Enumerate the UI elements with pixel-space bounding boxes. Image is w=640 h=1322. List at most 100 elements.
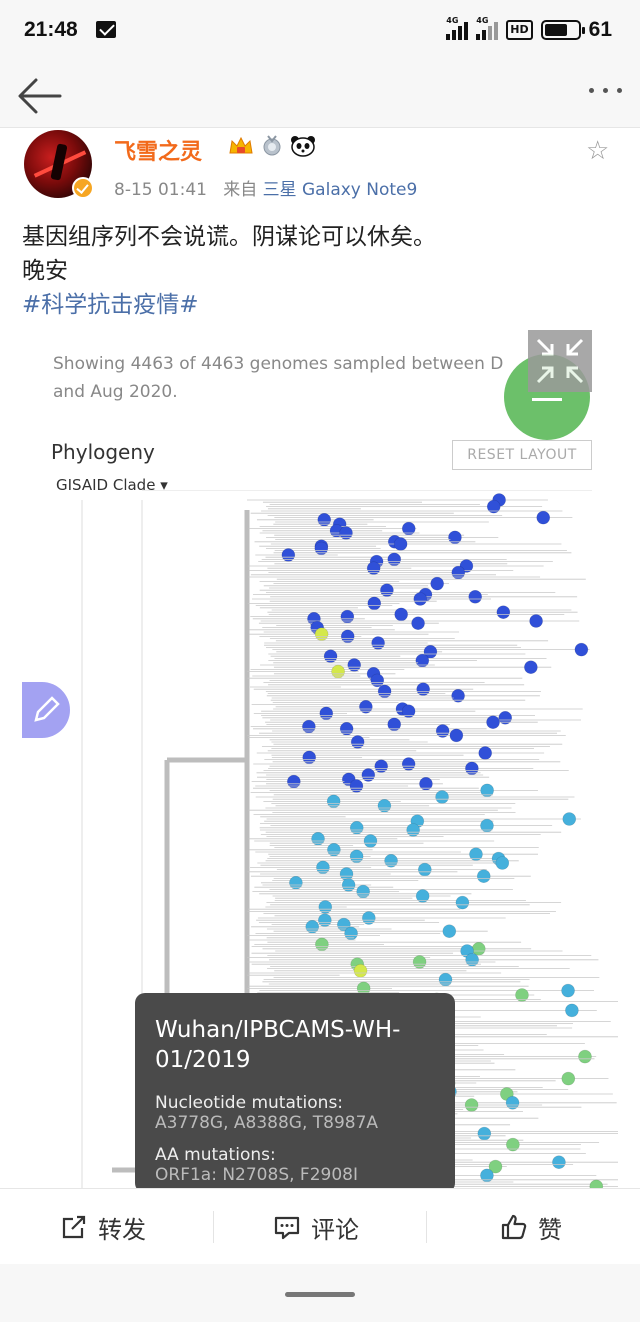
tree-tip <box>435 790 449 804</box>
divider <box>213 1211 214 1243</box>
aa-label: AA mutations: <box>155 1145 276 1165</box>
tree-tip <box>506 1137 520 1152</box>
tree-tip <box>451 689 465 703</box>
tree-tip <box>578 1049 592 1064</box>
tree-tip <box>477 1126 492 1141</box>
post-timestamp: 8-15 01:41 <box>114 180 207 200</box>
tree-tip <box>413 592 428 606</box>
tree-tip <box>476 869 491 884</box>
tree-tip <box>435 724 450 738</box>
tree-tip <box>393 537 408 551</box>
network-label-2: 4G <box>476 16 489 25</box>
favorite-star-icon[interactable]: ☆ <box>586 136 610 166</box>
status-icons: 4G 4G HD 61 <box>446 16 612 42</box>
comment-label: 评论 <box>311 1215 359 1244</box>
tree-tip <box>411 616 425 630</box>
strain-line: Wuhan/IPBCAMS-WH- <box>155 1017 401 1043</box>
repost-icon <box>62 1215 86 1239</box>
source-prefix: 来自 <box>223 180 258 200</box>
clade-select: GISAID Clade ▾ <box>56 476 168 494</box>
tree-tip <box>589 1179 604 1188</box>
tree-tip <box>496 605 511 619</box>
tree-tip <box>536 510 551 525</box>
tree-tip <box>362 911 376 925</box>
post-body: 基因组序列不会说谎。阴谋论可以休矣。 晚安 #科学抗击疫情# <box>22 220 612 322</box>
tree-tip <box>505 1095 520 1110</box>
panda-badge-icon[interactable] <box>290 135 316 157</box>
tree-tip <box>561 983 575 998</box>
author-name[interactable]: 飞雪之灵 <box>114 140 203 165</box>
header-line: and Aug 2020. <box>53 382 178 402</box>
crown-badge-icon[interactable] <box>228 135 254 157</box>
status-time: 21:48 <box>24 18 78 41</box>
strain-line: 01/2019 <box>155 1047 251 1073</box>
tree-tip <box>478 746 493 760</box>
tree-tip <box>552 1155 566 1170</box>
battery-level: 61 <box>588 18 612 41</box>
repost-label: 转发 <box>98 1215 146 1244</box>
collapse-icon <box>528 330 592 392</box>
home-indicator <box>0 1264 640 1322</box>
reset-layout-button: RESET LAYOUT <box>452 440 592 470</box>
signal-icon-2: 4G <box>476 16 499 40</box>
back-arrow-icon[interactable] <box>16 74 64 118</box>
tree-tip <box>370 673 385 688</box>
repost-button[interactable]: 转发 <box>60 1189 146 1265</box>
tree-tip <box>574 642 589 657</box>
verified-badge-icon <box>72 177 94 199</box>
tree-tip <box>488 1159 503 1174</box>
tree-tip <box>384 853 398 868</box>
network-label: 4G <box>446 16 459 25</box>
comment-button[interactable]: 评论 <box>273 1189 359 1265</box>
chevron-down-icon: ▾ <box>160 476 168 494</box>
tree-tip <box>524 660 538 674</box>
tree-tip <box>449 728 464 743</box>
signal-icon: 4G <box>446 16 469 40</box>
action-bar: 转发 评论 赞 <box>0 1188 640 1264</box>
thumbs-up-icon <box>501 1214 527 1240</box>
tree-tip <box>430 576 444 591</box>
tree-tip <box>359 700 373 714</box>
post-meta: 8-15 01:41 来自 三星 Galaxy Note9 <box>114 175 417 200</box>
post-text-line: 晚安 <box>22 258 68 284</box>
tree-tip <box>561 1071 576 1086</box>
tree-tip <box>495 856 510 870</box>
tree-tip <box>464 1098 479 1112</box>
header-line: Showing 4463 of 4463 genomes sampled bet… <box>53 354 504 374</box>
tooltip-strain: Wuhan/IPBCAMS-WH- 01/2019 <box>155 1015 435 1075</box>
edit-pencil-icon[interactable] <box>22 682 70 738</box>
tree-tip <box>468 590 483 604</box>
hashtag-link[interactable]: #科学抗击疫情# <box>22 292 199 318</box>
tree-tip <box>486 715 500 729</box>
like-label: 赞 <box>538 1215 562 1244</box>
aa-value: ORF1a: N2708S, F2908I <box>155 1165 358 1185</box>
clade-select-label: GISAID Clade <box>56 476 156 494</box>
phylogeny-title: Phylogeny <box>51 440 155 464</box>
tree-tip <box>565 1003 579 1018</box>
like-button[interactable]: 赞 <box>500 1189 562 1265</box>
battery-icon <box>540 20 585 40</box>
post-text-line: 基因组序列不会说谎。阴谋论可以休矣。 <box>22 224 436 250</box>
tree-tip <box>361 768 376 782</box>
tree-tip <box>486 499 501 514</box>
more-dots-icon[interactable] <box>589 88 622 93</box>
tree-tip <box>353 963 368 978</box>
comment-icon <box>274 1216 300 1240</box>
nav-bar <box>0 64 640 128</box>
nucleotide-label: Nucleotide mutations: <box>155 1093 344 1113</box>
tree-tip <box>498 711 513 725</box>
genome-count-text: Showing 4463 of 4463 genomes sampled bet… <box>53 350 553 406</box>
status-bar: 21:48 4G 4G HD 61 <box>0 0 640 64</box>
user-badges <box>228 135 316 157</box>
tree-tip <box>562 812 577 826</box>
tree-tip <box>363 834 378 848</box>
tree-tip <box>418 862 432 877</box>
tree-tip <box>367 596 382 611</box>
device-link[interactable]: 三星 Galaxy Note9 <box>262 180 418 200</box>
tree-tip <box>394 607 408 622</box>
medal-badge-icon[interactable] <box>262 135 282 157</box>
strain-tooltip: Wuhan/IPBCAMS-WH- 01/2019 Nucleotide mut… <box>135 993 455 1193</box>
tree-tip <box>442 924 457 939</box>
divider <box>426 1211 427 1243</box>
tree-trunk <box>112 510 250 1188</box>
